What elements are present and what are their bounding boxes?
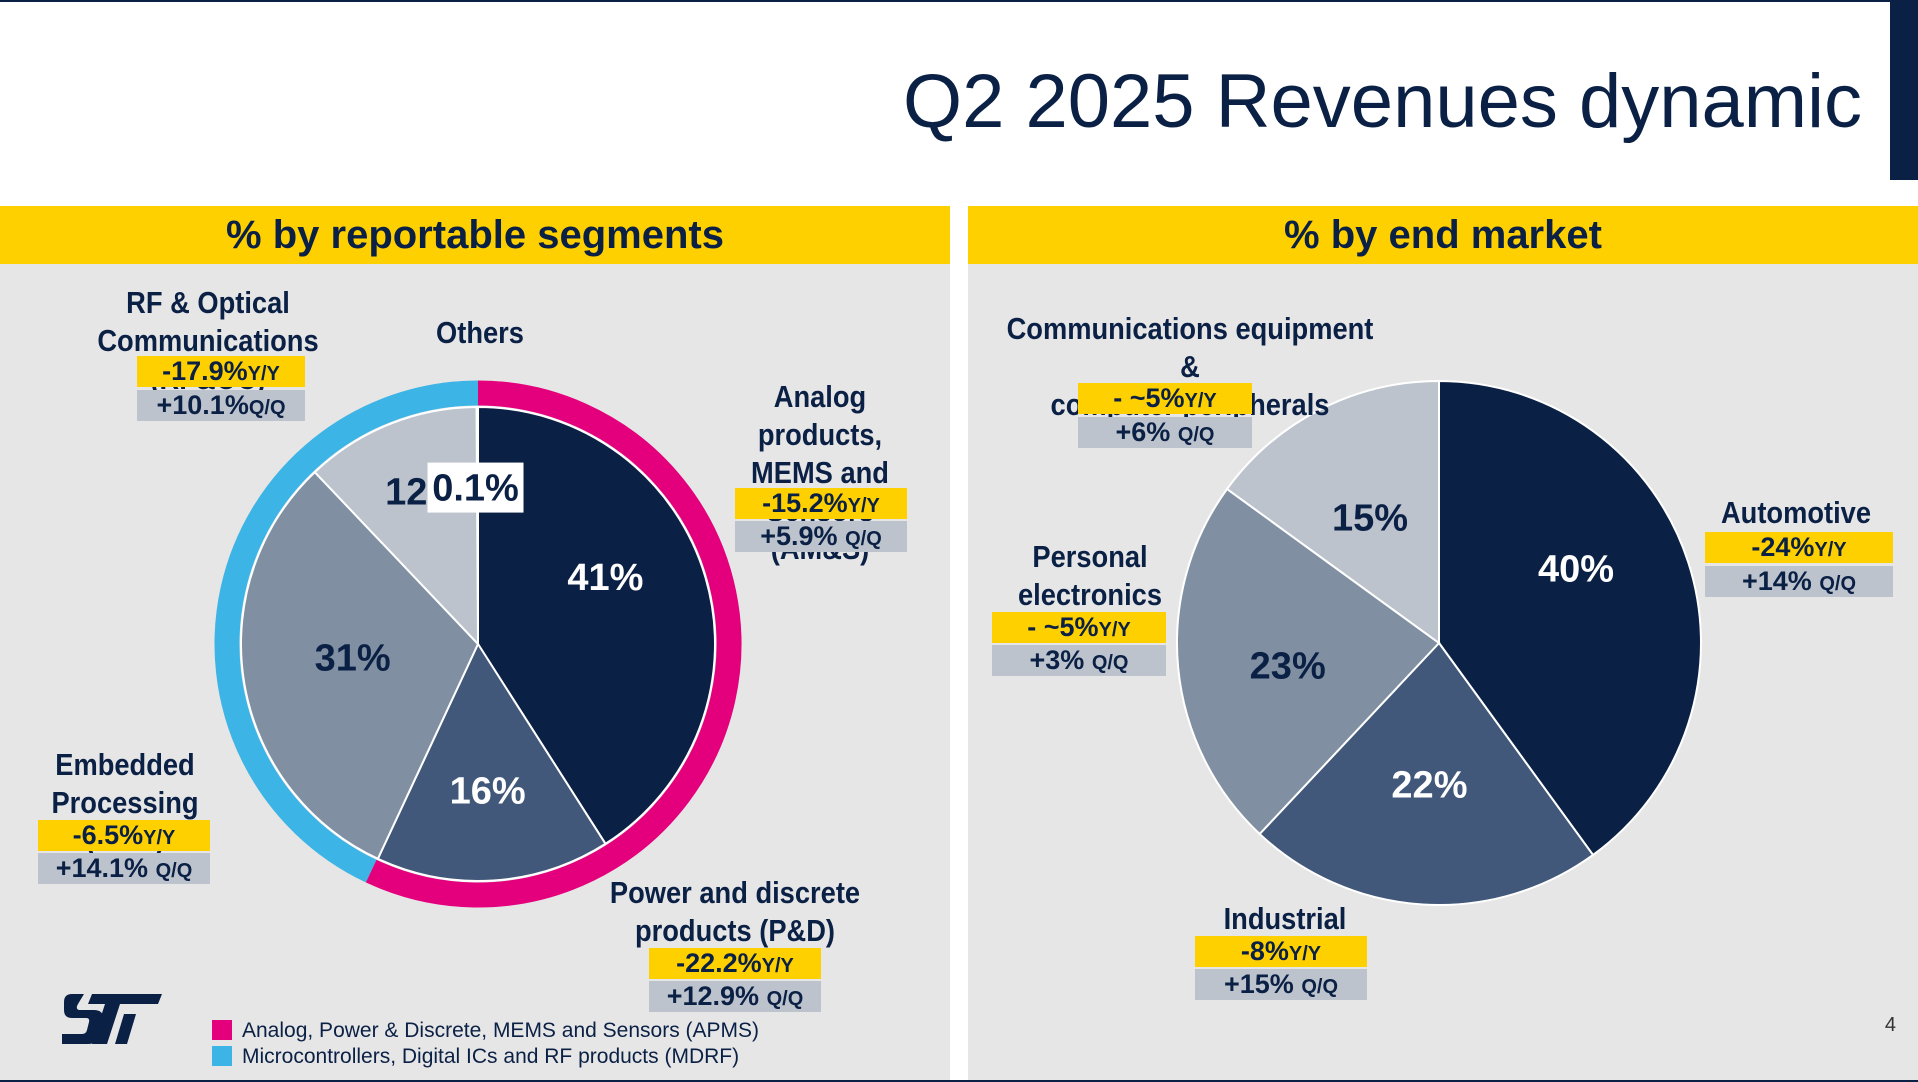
pd-yy-badge: -22.2%Y/Y [649, 948, 821, 979]
end-market-value-label-2: 23% [1250, 645, 1326, 687]
legend-apms-swatch [212, 1020, 232, 1040]
ams-qq-badge: +5.9% Q/Q [735, 521, 907, 552]
pd-qq-badge: +12.9% Q/Q [649, 981, 821, 1012]
comms-qq-badge: +6% Q/Q [1078, 417, 1252, 448]
title-accent-bar [1890, 0, 1918, 180]
legend-mdrf: Microcontrollers, Digital ICs and RF pro… [212, 1044, 739, 1070]
ams-yy-badge: -15.2%Y/Y [735, 488, 907, 519]
segments-slice-1 [376, 641, 607, 882]
segments-pie: 41%16%31%12%0.1% [214, 380, 742, 908]
st-logo [62, 990, 166, 1053]
end-market-slice-1 [1258, 641, 1595, 906]
top-rule [0, 0, 1918, 2]
page-title: Q2 2025 Revenues dynamic [902, 59, 1862, 144]
automotive-label: Automotive [1720, 495, 1872, 530]
segments-slice-2 [240, 470, 480, 861]
industrial-qq-badge: +15% Q/Q [1195, 969, 1367, 1000]
automotive-qq-badge: +14% Q/Q [1705, 566, 1893, 597]
emp-yy-badge: -6.5%Y/Y [38, 820, 210, 851]
end-market-slice-2 [1176, 487, 1441, 836]
segments-value-label-1: 16% [450, 771, 526, 813]
end-market-header: % by end market [968, 206, 1918, 264]
bottom-rule [0, 1080, 1918, 1082]
rfoc-yy-badge: -17.9%Y/Y [137, 356, 305, 387]
legend-mdrf-swatch [212, 1046, 232, 1066]
segments-value-label-2: 31% [315, 638, 391, 680]
end-market-slice-3 [1225, 379, 1440, 645]
legend-apms: Analog, Power & Discrete, MEMS and Senso… [212, 1018, 759, 1044]
segments-slice-0 [477, 405, 716, 846]
segments-ring-1 [214, 380, 479, 883]
segments-value-label-0: 41% [567, 557, 643, 599]
personal-electronics-yy-badge: - ~5%Y/Y [992, 612, 1166, 643]
personal-electronics-qq-badge: +3% Q/Q [992, 645, 1166, 676]
industrial-yy-badge: -8%Y/Y [1195, 936, 1367, 967]
segments-header: % by reportable segments [0, 206, 950, 264]
end-market-slice-0 [1438, 379, 1702, 857]
others-label: Others [436, 315, 524, 350]
personal-electronics-label: Personal electronics [1017, 539, 1163, 612]
emp-qq-badge: +14.1% Q/Q [38, 853, 210, 884]
end-market-value-label-0: 40% [1538, 548, 1614, 590]
pd-label: Power and discrete products (P&D) [609, 875, 861, 948]
segments-value-box-4 [427, 462, 524, 513]
rfoc-qq-badge: +10.1%Q/Q [137, 390, 305, 421]
automotive-yy-badge: -24%Y/Y [1705, 532, 1893, 563]
end-market-value-label-3: 15% [1332, 498, 1408, 540]
segments-ring-0 [365, 380, 742, 908]
end-market-value-label-1: 22% [1391, 765, 1467, 807]
industrial-label: Industrial [1223, 901, 1347, 936]
end-market-pie: 40% 22% 23% 15% [1176, 379, 1702, 906]
page-number: 4 [1884, 1014, 1896, 1036]
comms-yy-badge: - ~5%Y/Y [1078, 383, 1252, 414]
segments-value-label-4: 0.1% [432, 468, 519, 510]
